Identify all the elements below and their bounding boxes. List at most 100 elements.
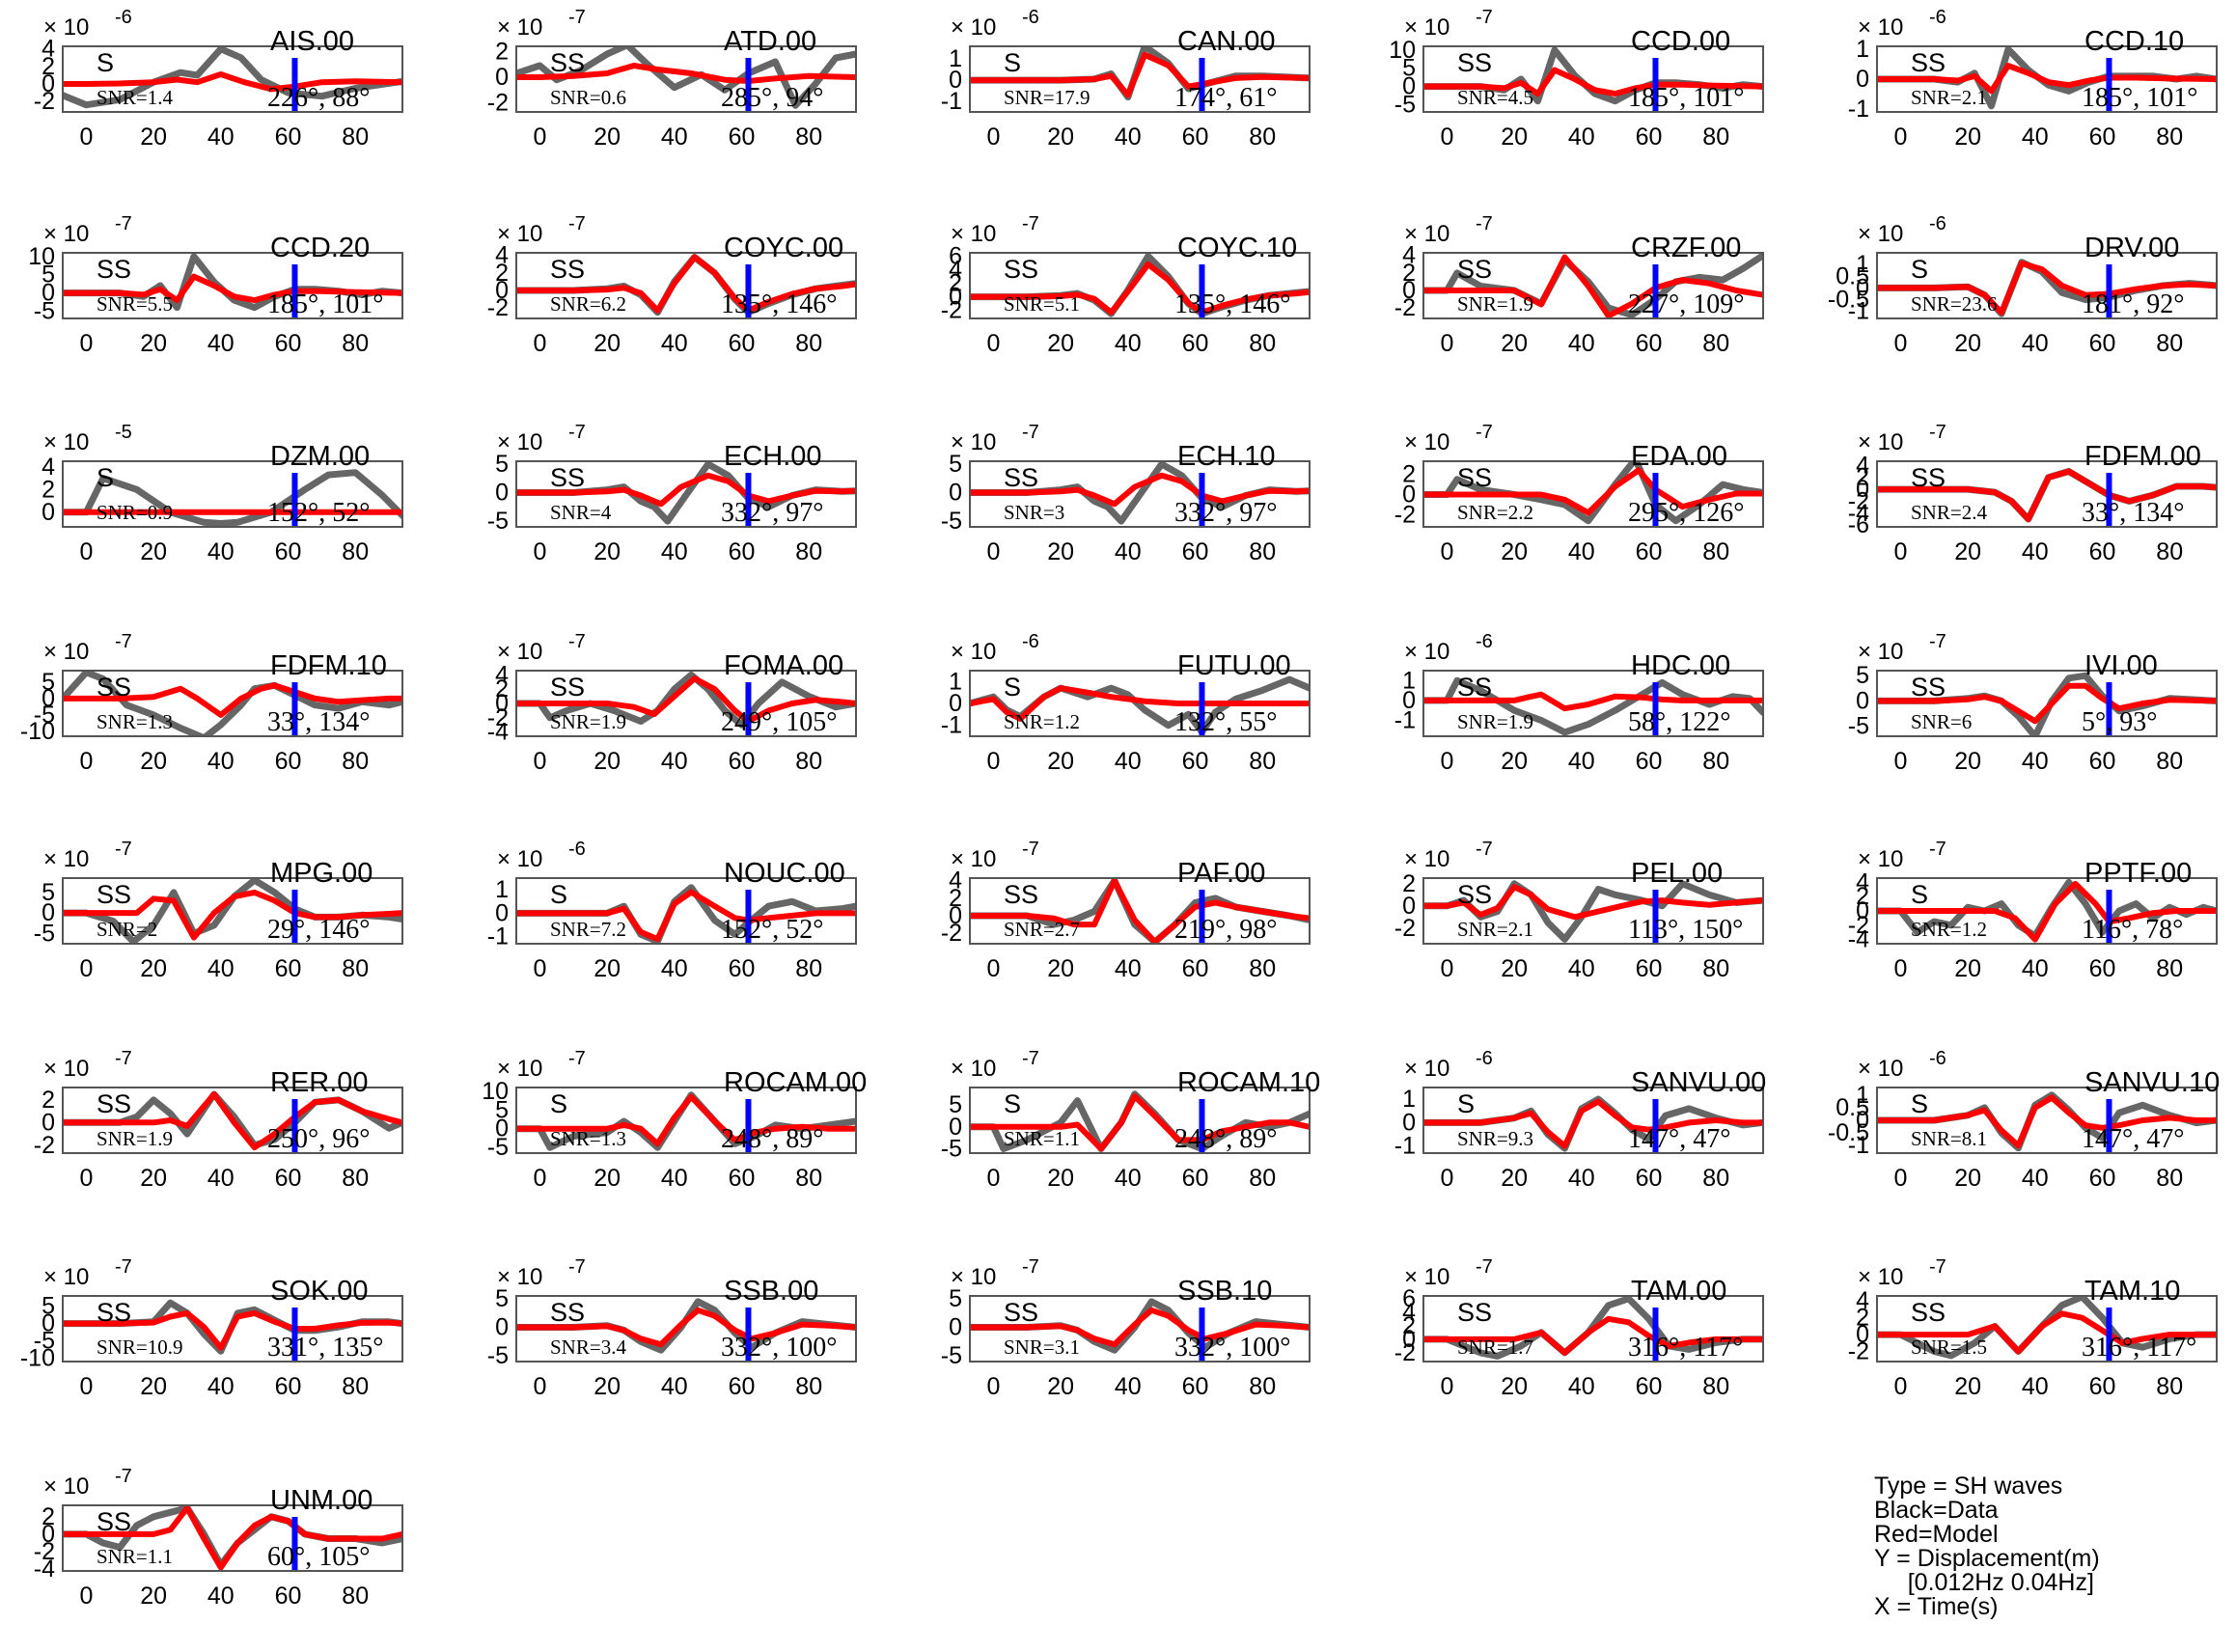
x-tick-label: 0	[1893, 1373, 1907, 1400]
snr-label: SNR=4.5	[1457, 86, 1533, 109]
phase-label: SS	[1911, 463, 1946, 492]
x-tick-label: 20	[594, 955, 621, 982]
x-tick-label: 0	[1440, 124, 1453, 151]
panel-axes-box	[1876, 670, 2218, 737]
x-tick-label: 20	[1047, 538, 1074, 565]
x-tick-label: 60	[275, 124, 302, 151]
x-tick-label: 40	[207, 538, 235, 565]
x-tick-label: 60	[2089, 955, 2116, 982]
phase-label: SS	[97, 1507, 131, 1536]
azimuth-distance-label: 332°, 97°	[1174, 498, 1277, 528]
axis-multiplier: × 10	[43, 846, 89, 872]
y-tick-label: -10	[20, 1344, 55, 1371]
x-tick-label: 0	[79, 124, 93, 151]
x-tick-label: 40	[2022, 538, 2049, 565]
y-tick-label: -5	[34, 1328, 55, 1355]
y-tick-label: 5	[41, 1293, 55, 1320]
x-tick-label: 80	[1702, 748, 1729, 775]
axis-multiplier: × 10	[951, 1056, 996, 1082]
y-tick-label: 0	[495, 690, 509, 717]
panel-axes-box	[1876, 45, 2218, 113]
x-tick-label: 20	[1954, 748, 1981, 775]
axis-multiplier: × 10	[1858, 14, 1903, 41]
phase-label: SS	[1457, 673, 1492, 702]
x-tick-label: 80	[795, 1165, 822, 1192]
y-tick-label: 4	[495, 242, 509, 269]
axis-exponent: -6	[1022, 631, 1039, 652]
y-tick-label: -0.5	[1828, 1119, 1869, 1146]
x-tick-label: 80	[1249, 330, 1276, 357]
station-label: MPG.00	[270, 858, 373, 889]
axis-exponent: -7	[1476, 422, 1493, 443]
axis-multiplier: × 10	[951, 429, 996, 455]
y-tick-label: 5	[949, 451, 962, 478]
axis-exponent: -7	[568, 422, 586, 443]
x-tick-label: 80	[1702, 1165, 1729, 1192]
x-tick-label: 60	[1182, 330, 1209, 357]
y-tick-label: 0	[1402, 1109, 1416, 1136]
y-tick-label: 2	[1856, 883, 1869, 910]
phase-label: SS	[550, 1298, 585, 1327]
axis-exponent: -6	[115, 7, 132, 28]
y-tick-label: 1	[949, 668, 962, 695]
station-label: ECH.10	[1177, 441, 1276, 472]
x-tick-label: 80	[795, 330, 822, 357]
snr-label: SNR=17.9	[1004, 86, 1090, 109]
axis-multiplier: × 10	[1404, 846, 1449, 872]
panel-axes-box	[515, 1295, 857, 1363]
azimuth-distance-label: 116°, 78°	[2082, 915, 2183, 945]
x-tick-label: 0	[79, 1583, 93, 1610]
y-tick-label: -1	[941, 88, 962, 115]
x-tick-label: 40	[207, 124, 235, 151]
y-tick-label: -5	[34, 297, 55, 324]
axis-exponent: -7	[568, 213, 586, 234]
phase-label: SS	[1911, 673, 1946, 702]
y-tick-label: -2	[487, 90, 509, 117]
axis-exponent: -6	[1476, 1048, 1493, 1069]
x-tick-label: 40	[2022, 1373, 2049, 1400]
x-tick-label: 60	[275, 538, 302, 565]
y-tick-label: 10	[482, 1078, 509, 1105]
station-label: CCD.20	[270, 233, 370, 263]
axis-multiplier: × 10	[43, 429, 89, 455]
panel-axes-box	[969, 252, 1311, 319]
panel-axes-box	[62, 252, 403, 319]
y-tick-label: 0	[949, 902, 962, 929]
station-label: SANVU.00	[1631, 1067, 1766, 1098]
model-waveform	[1877, 1310, 2217, 1355]
axis-multiplier: × 10	[951, 1264, 996, 1290]
x-tick-label: 40	[2022, 124, 2049, 151]
phase-label: S	[1911, 880, 1928, 909]
station-label: HDC.00	[1631, 650, 1730, 681]
azimuth-distance-label: 227°, 109°	[1628, 289, 1744, 319]
axis-multiplier: × 10	[1858, 221, 1903, 247]
phase-label: SS	[97, 1298, 131, 1327]
axis-multiplier: × 10	[497, 846, 542, 872]
x-tick-label: 80	[795, 1373, 822, 1400]
axis-exponent: -7	[1929, 422, 1946, 443]
snr-label: SNR=5.1	[1004, 292, 1080, 316]
model-waveform	[1423, 467, 1763, 516]
y-tick-label: -2	[1394, 294, 1416, 321]
y-tick-label: 2	[1856, 1305, 1869, 1332]
x-tick-label: 40	[661, 1373, 688, 1400]
x-tick-label: 40	[207, 955, 235, 982]
phase-label: S	[97, 463, 114, 492]
snr-label: SNR=0.9	[97, 501, 173, 524]
y-tick-label: -5	[1848, 713, 1869, 740]
axis-exponent: -7	[568, 1256, 586, 1278]
x-tick-label: 20	[1047, 1165, 1074, 1192]
phase-label: SS	[97, 673, 131, 702]
y-tick-label: 4	[41, 36, 55, 63]
azimuth-distance-label: 226°, 88°	[267, 83, 370, 113]
station-label: FDFM.10	[270, 650, 387, 681]
azimuth-distance-label: 250°, 96°	[267, 1124, 370, 1154]
y-tick-label: 0	[1856, 476, 1869, 503]
y-tick-label: -1	[1848, 1132, 1869, 1159]
y-tick-label: 0	[495, 1115, 509, 1143]
y-tick-label: 0	[1402, 687, 1416, 714]
